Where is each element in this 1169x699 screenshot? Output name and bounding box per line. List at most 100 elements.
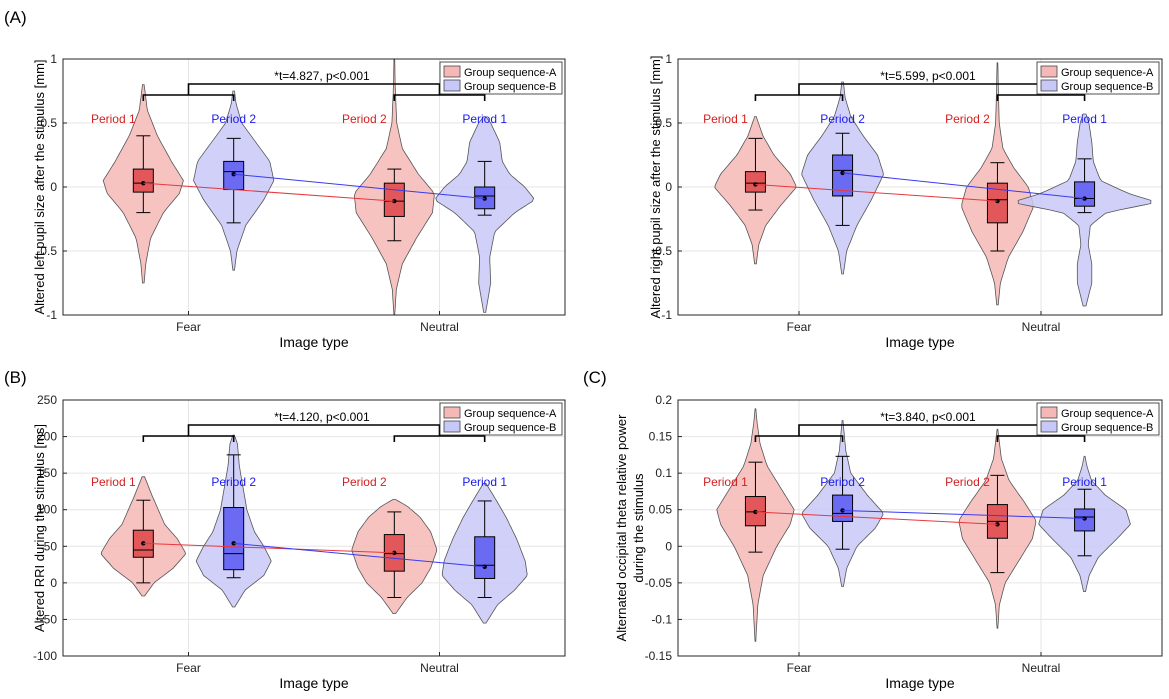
- period-label: Period 2: [342, 475, 387, 489]
- legend-label: Group sequence-A: [1061, 67, 1154, 79]
- legend-label: Group sequence-A: [1061, 408, 1154, 420]
- panel-label-c: (C): [583, 368, 607, 387]
- period-label: Period 1: [703, 475, 748, 489]
- x-tick-label: Neutral: [420, 661, 459, 675]
- period-label: Period 1: [1062, 112, 1107, 126]
- legend-swatch-a: [1040, 406, 1058, 419]
- legend-swatch-b: [443, 420, 461, 433]
- axes-frame: [677, 399, 1163, 657]
- iqr-box: [1074, 181, 1096, 207]
- y-tick-label: -100: [33, 649, 57, 663]
- y-tick-label: 1: [665, 52, 672, 66]
- legend-swatch-b: [1040, 79, 1058, 92]
- legend-swatch-a: [443, 65, 461, 78]
- period-label: Period 2: [211, 475, 256, 489]
- bracket-top: [187, 83, 441, 95]
- iqr-box: [223, 507, 245, 571]
- period-label: Period 1: [462, 475, 507, 489]
- y-tick-label: 0: [665, 539, 672, 553]
- legend-label: Group sequence-A: [464, 67, 557, 79]
- legend-label: Group sequence-B: [464, 81, 556, 93]
- y-tick-label: -1: [46, 308, 57, 322]
- x-tick-label: Fear: [787, 661, 812, 675]
- y-axis-label-line1: Alternated occipital theta relative powe…: [614, 414, 629, 642]
- chart-A-left: Period 1 Period 2 Period 2 Period 1 *t=4.827…: [32, 52, 566, 350]
- y-tick-label: -0.5: [651, 244, 672, 258]
- x-tick-label: Neutral: [420, 320, 459, 334]
- legend-swatch-a: [1040, 65, 1058, 78]
- legend-swatch-b: [1040, 420, 1058, 433]
- y-tick-label: 0.1: [655, 466, 672, 480]
- x-tick-label: Fear: [787, 320, 812, 334]
- x-tick-label: Fear: [176, 661, 201, 675]
- x-axis-label: Image type: [885, 334, 954, 350]
- stat-label: *t=3.840, p<0.001: [880, 410, 976, 424]
- period-label: Period 2: [820, 475, 865, 489]
- y-axis-label: Altered right pupil size after the stimu…: [648, 56, 663, 319]
- legend-label: Group sequence-A: [464, 408, 557, 420]
- mean-line-B: [842, 509, 1085, 519]
- mean-line-A: [755, 511, 998, 525]
- legend-label: Group sequence-B: [464, 422, 556, 434]
- panel-label-b: (B): [4, 368, 27, 387]
- period-label: Period 1: [91, 475, 136, 489]
- x-axis-label: Image type: [279, 675, 348, 691]
- y-axis-label-line2: during the stimulus: [631, 473, 646, 583]
- x-axis-label: Image type: [279, 334, 348, 350]
- period-label: Period 2: [945, 112, 990, 126]
- period-label: Period 1: [703, 112, 748, 126]
- y-tick-label: 250: [37, 393, 57, 407]
- y-tick-label: -0.1: [651, 612, 672, 626]
- y-tick-label: -50: [40, 612, 58, 626]
- legend-swatch-b: [443, 79, 461, 92]
- y-tick-label: 0: [50, 180, 57, 194]
- stat-label: *t=4.120, p<0.001: [274, 410, 370, 424]
- period-label: Period 2: [211, 112, 256, 126]
- period-label: Period 2: [945, 475, 990, 489]
- mean-line-A: [755, 183, 998, 202]
- legend-label: Group sequence-B: [1061, 81, 1153, 93]
- period-label: Period 1: [91, 112, 136, 126]
- x-axis-label: Image type: [885, 675, 954, 691]
- y-tick-label: -0.5: [36, 244, 57, 258]
- period-label: Period 2: [342, 112, 387, 126]
- y-axis-label: Altered RRI during the stimulus [ms]: [32, 424, 47, 632]
- mean-point: [840, 508, 845, 513]
- mean-line-B: [233, 173, 485, 200]
- chart-C: Period 1 Period 2 Period 2 Period 1 *t=3.840…: [614, 393, 1163, 691]
- chart-B: Period 1 Period 2 Period 2 Period 1 *t=4.120…: [32, 393, 566, 691]
- y-tick-label: 150: [37, 466, 57, 480]
- y-tick-label: 1: [50, 52, 57, 66]
- bracket-top: [798, 424, 1042, 436]
- y-tick-label: 0.2: [655, 393, 672, 407]
- bracket-top: [798, 83, 1042, 95]
- y-axis-label: Altered left pupil size after the stimul…: [32, 59, 47, 314]
- panel-label-a: (A): [4, 8, 27, 27]
- bracket-top: [187, 424, 441, 436]
- iqr-box: [744, 171, 766, 193]
- iqr-box: [132, 168, 154, 193]
- y-tick-label: 0.5: [655, 116, 672, 130]
- y-tick-label: -0.15: [645, 649, 673, 663]
- mean-line-B: [842, 172, 1085, 200]
- iqr-box: [832, 154, 854, 197]
- mean-line-A: [143, 182, 395, 202]
- x-tick-label: Neutral: [1022, 661, 1061, 675]
- period-label: Period 1: [462, 112, 507, 126]
- y-tick-label: 0: [665, 180, 672, 194]
- y-tick-label: 200: [37, 430, 57, 444]
- stat-label: *t=5.599, p<0.001: [880, 69, 976, 83]
- chart-A-right: Period 1 Period 2 Period 2 Period 1 *t=5.599…: [648, 52, 1163, 350]
- y-tick-label: -1: [661, 308, 672, 322]
- legend-label: Group sequence-B: [1061, 422, 1153, 434]
- mean-line-A: [143, 542, 395, 554]
- x-tick-label: Neutral: [1022, 320, 1061, 334]
- y-tick-label: -0.05: [645, 576, 673, 590]
- y-tick-label: 50: [44, 539, 58, 553]
- y-tick-label: 0.5: [40, 116, 57, 130]
- stat-label: *t=4.827, p<0.001: [274, 69, 370, 83]
- x-tick-label: Fear: [176, 320, 201, 334]
- y-axis-label: Alternated occipital theta relative powe…: [614, 414, 646, 642]
